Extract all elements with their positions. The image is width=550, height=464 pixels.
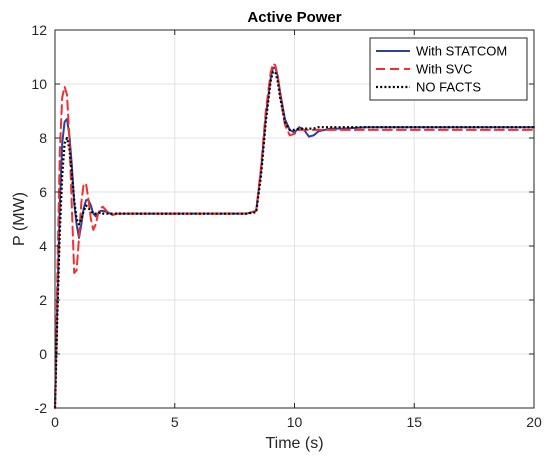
y-tick-label: 6 bbox=[39, 184, 47, 200]
legend-label: With STATCOM bbox=[416, 44, 507, 59]
x-tick-label: 0 bbox=[51, 414, 59, 430]
legend: With STATCOM With SVC NO FACTS bbox=[369, 37, 528, 101]
y-tick-label: 8 bbox=[39, 130, 47, 146]
y-tick-label: 0 bbox=[39, 346, 47, 362]
y-tick-label: 4 bbox=[39, 238, 47, 254]
x-tick-label: 20 bbox=[526, 414, 542, 430]
x-axis-label: Time (s) bbox=[265, 435, 323, 452]
series-layer bbox=[53, 62, 535, 409]
legend-label: NO FACTS bbox=[416, 80, 481, 95]
x-tick-label: 5 bbox=[171, 414, 179, 430]
y-tick-label: 12 bbox=[31, 22, 47, 38]
series-line-no-facts bbox=[53, 70, 534, 409]
x-tick-label: 15 bbox=[406, 414, 422, 430]
y-tick-label: -2 bbox=[35, 400, 48, 416]
x-tick-label: 10 bbox=[287, 414, 303, 430]
y-axis-label: P (MW) bbox=[11, 192, 28, 246]
series-line-with-svc bbox=[54, 62, 535, 409]
chart-title: Active Power bbox=[247, 9, 341, 26]
y-tick-label: 10 bbox=[31, 76, 47, 92]
y-tick-label: 2 bbox=[39, 292, 47, 308]
legend-label: With SVC bbox=[416, 62, 472, 77]
